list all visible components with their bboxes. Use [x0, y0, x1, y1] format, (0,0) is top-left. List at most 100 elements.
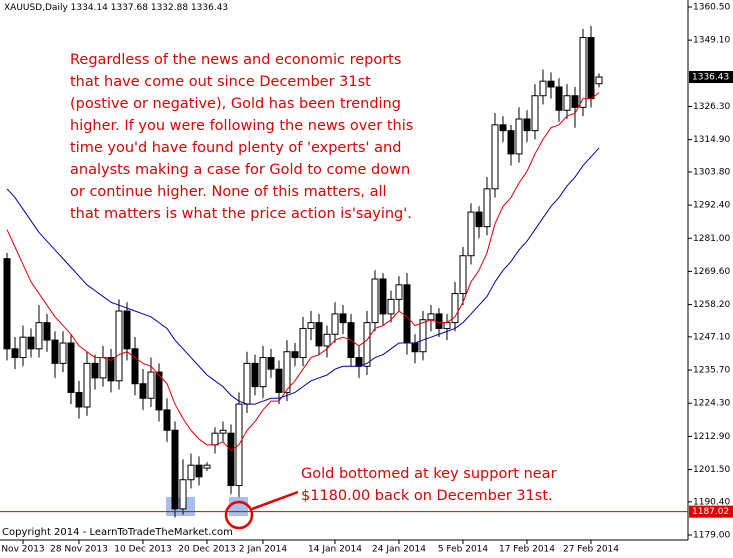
- candle-body: [299, 327, 307, 359]
- candle-body: [107, 357, 115, 382]
- candle-body: [371, 278, 379, 324]
- candle-body: [459, 255, 467, 295]
- x-tick-label: Nov 2013: [1, 545, 44, 555]
- candle-body: [555, 86, 563, 111]
- annotation: higher. If you were following the news o…: [70, 118, 413, 134]
- candle-body: [251, 362, 259, 388]
- price-box: [689, 505, 733, 518]
- x-tick-label: 20 Dec 2013: [178, 545, 236, 555]
- y-tick-label: 1201.50: [693, 465, 730, 475]
- candle-body: [83, 362, 91, 408]
- candle-body: [315, 322, 323, 347]
- y-tick-label: 1179.00: [693, 531, 730, 541]
- annotation: analysts making a case for Gold to come …: [70, 162, 410, 178]
- candle-body: [507, 130, 515, 155]
- candle-body: [307, 322, 315, 329]
- candle-body: [515, 118, 523, 155]
- candle-body: [19, 336, 27, 359]
- annotation: Gold bottomed at key support near: [301, 466, 557, 482]
- price-label: 1187.02: [692, 507, 729, 517]
- candle-body: [499, 124, 507, 132]
- candle-body: [131, 348, 139, 385]
- candle-body: [427, 313, 435, 321]
- candle-body: [35, 322, 43, 350]
- annotation: $1180.00 back on December 31st.: [301, 488, 553, 504]
- ohlc: 1332.88: [151, 3, 188, 13]
- candle-body: [67, 342, 75, 393]
- candle-body: [475, 211, 483, 228]
- y-tick-label: 1190.40: [693, 497, 730, 507]
- candle-body: [531, 95, 539, 132]
- x-tick-label: 10 Dec 2013: [114, 545, 172, 555]
- candle-body: [571, 95, 579, 108]
- symbol: XAUUSD,Daily: [4, 3, 68, 13]
- moving-average: [6, 92, 600, 452]
- x-tick-label: 14 Jan 2014: [308, 545, 362, 555]
- x-tick-label: 27 Feb 2014: [563, 545, 619, 555]
- candle-body: [411, 342, 419, 353]
- candle-body: [547, 80, 555, 88]
- annotation: that matters is what the price action is…: [70, 206, 412, 222]
- y-tick-label: 1349.10: [693, 36, 730, 46]
- candle-body: [467, 211, 475, 257]
- candle-body: [355, 357, 363, 367]
- y-tick-label: 1269.60: [693, 267, 730, 277]
- candle-body: [379, 278, 387, 315]
- x-tick-label: 24 Jan 2014: [372, 545, 426, 555]
- candle-body: [227, 432, 235, 487]
- candle-body: [139, 383, 147, 399]
- price-label: 1336.43: [692, 73, 729, 83]
- arrow: [251, 490, 299, 511]
- y-tick-label: 1281.00: [693, 234, 730, 244]
- x-tick-label: 17 Feb 2014: [499, 545, 555, 555]
- candle-body: [339, 313, 347, 324]
- candle-body: [331, 313, 339, 335]
- candle-body: [115, 310, 123, 382]
- y-tick-label: 1212.90: [693, 432, 730, 442]
- candle-body: [75, 391, 83, 408]
- y-tick-label: 1258.20: [693, 300, 730, 310]
- y-tick-label: 1292.40: [693, 201, 730, 211]
- candle-body: [435, 313, 443, 329]
- candle-body: [523, 118, 531, 132]
- x-tick-label: 5 Feb 2014: [438, 545, 489, 555]
- candle-body: [595, 76, 603, 85]
- candle-body: [291, 351, 299, 359]
- candle-body: [51, 339, 59, 364]
- candle-body: [363, 322, 371, 367]
- candle-body: [219, 429, 227, 434]
- candle-body: [11, 348, 19, 359]
- candle-body: [187, 464, 195, 481]
- candle-body: [243, 362, 251, 405]
- ohlc: 1337.68: [111, 3, 148, 13]
- annotation: Regardless of the news and economic repo…: [70, 52, 401, 68]
- candle-body: [147, 371, 155, 399]
- annotation: (postive or negative), Gold has been tre…: [70, 96, 401, 112]
- candle-body: [275, 368, 283, 393]
- candle-body: [99, 357, 107, 379]
- candle-body: [155, 371, 163, 411]
- y-tick-label: 1360.50: [693, 3, 730, 13]
- highlight-circle: [224, 500, 254, 530]
- candle-body: [395, 284, 403, 300]
- candle-body: [267, 357, 275, 370]
- candle-body: [163, 409, 171, 431]
- candle-body: [283, 351, 291, 393]
- annotation: or continue higher. None of this matters…: [70, 184, 387, 200]
- candle-body: [403, 284, 411, 344]
- candle-body: [419, 319, 427, 353]
- ohlc: 1334.14: [71, 3, 108, 13]
- candle-body: [195, 464, 203, 478]
- candle-body: [43, 322, 51, 341]
- y-tick-label: 1247.10: [693, 332, 730, 342]
- candle-body: [443, 322, 451, 329]
- highlight: [229, 497, 248, 516]
- candle-body: [123, 310, 131, 350]
- candle-body: [3, 258, 11, 350]
- annotation: time you'd have found plenty of 'experts…: [70, 140, 401, 156]
- candle-body: [27, 336, 35, 350]
- y-tick-label: 1303.80: [693, 167, 730, 177]
- ohlc: 1336.43: [191, 3, 228, 13]
- candle-body: [451, 293, 459, 324]
